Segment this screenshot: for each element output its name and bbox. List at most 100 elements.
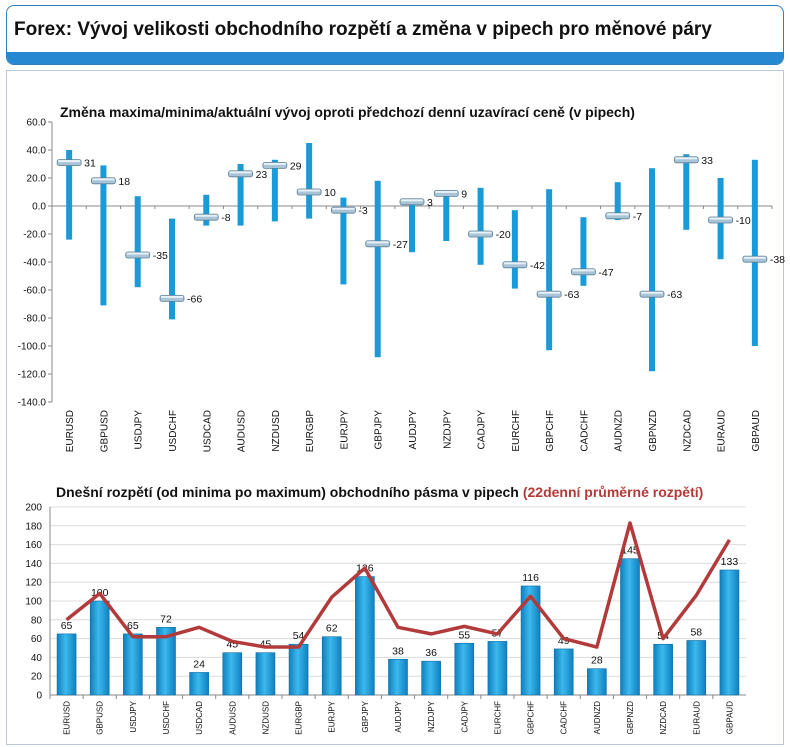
chart2-bar [620, 558, 640, 696]
chart2-y-tick-label: 80 [31, 615, 43, 626]
chart1-current-marker-shine [366, 241, 389, 244]
chart2-x-tick-label: CADJPY [460, 700, 469, 732]
chart1-range-bar [580, 217, 587, 286]
chart1-range-bar [683, 154, 690, 230]
chart1-range-bar [237, 164, 244, 226]
chart1-current-marker-shine [743, 256, 766, 259]
chart1-data-label: 31 [84, 158, 96, 170]
chart2-x-tick-label: USDJPY [129, 700, 138, 732]
chart2-x-tick-label: NZDJPY [427, 700, 436, 732]
chart1-x-tick-label: CADCHF [579, 410, 590, 452]
chart2-x-tick-label: USDCHF [162, 701, 171, 734]
chart2-data-label: 65 [61, 620, 73, 632]
chart1-x-tick-label: GBPAUD [751, 410, 762, 452]
chart1-x-tick-label: NZDJPY [442, 410, 453, 449]
chart1-x-tick-label: EURCHF [511, 410, 522, 452]
chart2-bar [156, 627, 176, 696]
chart2-data-label: 145 [621, 545, 639, 557]
chart1-range-bar [409, 201, 415, 253]
chart2-data-label: 36 [425, 647, 437, 659]
chart1-y-tick-label: 60.0 [27, 118, 47, 129]
chart1-x-tick-label: NZDUSD [271, 410, 282, 452]
chart2-y-tick-label: 40 [31, 653, 43, 664]
chart2-bar [56, 633, 77, 696]
chart1-y-tick-label: -120.0 [18, 370, 47, 381]
chart2-x-tick-label: GBPJPY [361, 700, 370, 732]
chart2-x-tick-label: GBPCHF [527, 701, 536, 734]
chart2-x-tick-label: GBPNZD [626, 701, 635, 735]
chart1-data-label: 23 [256, 169, 268, 181]
chart2-average-line [65, 521, 731, 649]
chart2-title-highlight: (22denní průměrné rozpětí) [523, 484, 703, 500]
chart2-x-tick-label: AUDNZD [593, 701, 602, 735]
chart1-x-tick-label: GBPNZD [648, 410, 659, 452]
chart2-y-tick-label: 180 [25, 521, 42, 532]
chart1-current-marker-shine [435, 190, 458, 193]
chart2-data-label: 45 [226, 639, 238, 651]
chart2-bar [520, 585, 541, 696]
chart1-y-tick-label: -100.0 [18, 342, 47, 353]
chart1-data-label: -35 [153, 250, 168, 262]
chart2-data-label: 55 [458, 629, 470, 641]
chart1-current-marker-shine [641, 291, 663, 294]
chart1-current-marker-shine [126, 252, 149, 255]
chart2-x-tick-label: EURAUD [692, 701, 701, 735]
chart2-y-tick-label: 140 [25, 559, 42, 570]
chart1-y-tick-label: -40.0 [23, 258, 46, 269]
chart1-data-label: -38 [770, 254, 785, 266]
chart1-x-tick-label: EURJPY [339, 410, 350, 450]
chart1-current-marker-shine [298, 189, 321, 192]
chart1-range-bar [271, 159, 278, 222]
chart2-data-label: 72 [160, 613, 172, 625]
chart1-data-label: 29 [290, 160, 302, 172]
chart2-bar [686, 640, 707, 696]
chart2-bar [653, 643, 673, 696]
chart1-current-marker-shine [92, 178, 115, 181]
chart2-x-tick-label: EURCHF [493, 701, 502, 734]
chart2-bar [388, 658, 408, 696]
chart2-plot: 20018016014012010080604020065EURUSD100GB… [25, 503, 746, 735]
chart1-current-marker-shine [161, 295, 183, 298]
chart1-range-bar [169, 218, 175, 320]
page-title: Forex: Vývoj velikosti obchodního rozpět… [14, 19, 712, 40]
chart2-x-tick-label: USDCAD [195, 701, 204, 735]
header-accent-bar [7, 52, 783, 64]
chart1-current-marker-shine [229, 171, 252, 174]
chart1-data-label: -8 [221, 212, 230, 224]
chart2-y-tick-label: 120 [25, 578, 42, 589]
chart2-y-tick-label: 60 [31, 634, 43, 645]
chart1-data-label: 9 [461, 188, 467, 200]
chart1-range-bar [66, 150, 73, 240]
chart1-title: Změna maxima/minima/aktuální vývoj oprot… [60, 104, 635, 120]
chart1-range-bar [511, 210, 518, 289]
chart1-y-tick-label: 20.0 [27, 174, 47, 185]
chart2-x-tick-label: NZDCAD [659, 701, 668, 735]
chart1-plot: 60.0 40.0 20.0 0.0 -20.0 -40.0 -60.0 -80.0 -100.… [18, 118, 786, 453]
chart1-data-label: -10 [736, 215, 751, 227]
chart1-x-tick-label: EURGBP [305, 410, 316, 453]
chart2-bar [189, 672, 209, 696]
chart2-y-tick-label: 100 [25, 597, 42, 608]
chart1-range-bar [751, 159, 758, 346]
chart1-current-marker-shine [538, 291, 561, 294]
chart1-y-tick-label: -80.0 [23, 314, 46, 325]
chart1-current-marker-shine [709, 217, 732, 220]
chart1-data-label: -63 [564, 289, 579, 301]
chart1-data-label: -27 [393, 239, 408, 251]
chart1-range-bar [614, 182, 621, 220]
chart1-x-tick-label: EURUSD [65, 410, 76, 452]
chart1-current-marker-shine [332, 207, 355, 210]
chart2-title-main: Dnešní rozpětí (od minima po maximum) ob… [56, 484, 519, 500]
chart1-x-tick-label: AUDJPY [408, 410, 419, 450]
chart1-x-tick-label: NZDCAD [682, 410, 693, 452]
chart1-x-tick-label: AUDNZD [614, 410, 625, 452]
chart1-y-tick-label: -140.0 [18, 398, 47, 409]
chart2-data-label: 65 [127, 620, 139, 632]
chart1-y-tick-label: -20.0 [23, 230, 46, 241]
chart1-y-tick-label: 0.0 [32, 202, 46, 213]
chart2-bar [288, 643, 309, 696]
chart2-bar [321, 636, 342, 696]
chart1-data-label: 18 [118, 176, 130, 188]
chart1-range-bar [546, 189, 553, 351]
chart2-bar [487, 641, 508, 696]
